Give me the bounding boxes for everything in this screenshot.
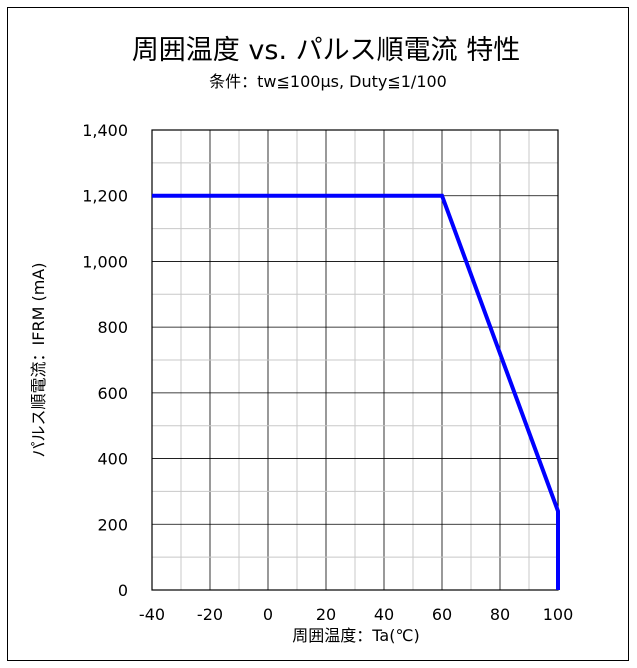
x-tick-label: 60 — [432, 605, 452, 624]
x-tick-labels: -40 -20 0 20 40 60 80 100 — [139, 605, 573, 624]
y-tick-label: 400 — [97, 450, 128, 469]
chart-title: 周囲温度 vs. パルス順電流 特性 — [132, 35, 520, 66]
series-line — [152, 193, 560, 590]
x-tick-label: 40 — [374, 605, 394, 624]
plot-area-border — [151, 129, 559, 591]
y-tick-label: 1,200 — [82, 187, 128, 206]
y-tick-label: 1,000 — [82, 252, 128, 271]
x-tick-label: 80 — [490, 605, 510, 624]
grid — [151, 129, 559, 591]
y-tick-label: 600 — [97, 384, 128, 403]
y-tick-label: 800 — [97, 318, 128, 337]
chart-frame — [7, 7, 629, 661]
y-tick-labels: 0 200 400 600 800 1,000 1,200 1,400 — [82, 121, 128, 600]
y-tick-label: 1,400 — [82, 121, 128, 140]
x-tick-label: -40 — [139, 605, 165, 624]
x-tick-label: -20 — [197, 605, 223, 624]
x-tick-label: 0 — [263, 605, 273, 624]
x-tick-label: 100 — [543, 605, 574, 624]
series-layer — [152, 193, 560, 590]
y-tick-label: 200 — [97, 515, 128, 534]
chart-subtitle: 条件：tw≦100µs, Duty≦1/100 — [209, 72, 447, 91]
y-tick-label: 0 — [118, 581, 128, 600]
y-axis-label: パルス順電流：IFRM (mA) — [29, 263, 48, 458]
x-tick-label: 20 — [316, 605, 336, 624]
x-axis-label: 周囲温度：Ta(℃) — [292, 626, 419, 645]
